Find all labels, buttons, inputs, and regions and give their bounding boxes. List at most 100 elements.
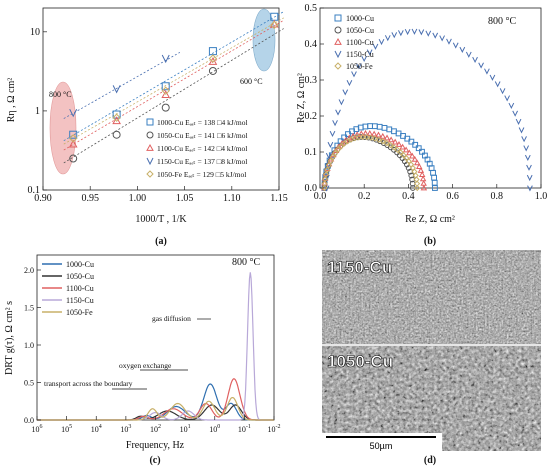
arc-point — [411, 155, 419, 162]
legend-label: 1150-Cu — [66, 296, 94, 305]
arc-point — [494, 81, 501, 88]
arc-point — [346, 80, 353, 87]
legend-label: 1000-Cu Eₐₑₜ = 138 □4 kJ/mol — [157, 118, 248, 127]
micrograph-top-texture — [322, 250, 541, 344]
legend-marker — [146, 170, 154, 178]
data-point — [208, 57, 218, 65]
arc-point — [414, 184, 421, 192]
arc-point — [341, 140, 348, 147]
arc-point — [404, 135, 411, 142]
arc-point — [515, 118, 522, 125]
panel-label-b: (b) — [424, 236, 436, 247]
arc-point — [337, 143, 345, 150]
fit-line-1 — [63, 28, 284, 164]
arc-point — [363, 133, 370, 141]
arc-point — [321, 180, 328, 187]
arc-point — [521, 136, 527, 143]
arc-point — [366, 130, 374, 136]
arc-point — [402, 146, 410, 153]
x-tick-label: 10-2 — [268, 424, 281, 434]
annotation-600c: 600 °C — [240, 77, 263, 86]
arc-point — [376, 123, 383, 130]
arc-point — [406, 149, 413, 156]
arc-point — [367, 134, 374, 141]
legend-label: 1050-Fe Eₐₑₜ = 129 □5 kJ/mol — [157, 170, 246, 179]
arc-point — [527, 185, 533, 192]
data-point — [161, 90, 171, 99]
annotation-800c: 800 °C — [488, 16, 516, 27]
arc-point — [417, 167, 425, 173]
arc-point — [362, 123, 369, 130]
arc-point — [512, 110, 518, 117]
data-point — [208, 66, 217, 75]
arc-point — [398, 30, 404, 37]
x-tick-label: 0.95 — [81, 193, 99, 204]
x-tick-label: 0.4 — [402, 191, 415, 202]
arc-point — [432, 185, 438, 191]
legend-label: 1100-Cu Eₐₑₜ = 142 □4 kJ/mol — [157, 144, 247, 153]
x-tick-label: 0.0 — [314, 191, 327, 202]
arc-point — [335, 109, 341, 116]
arc-point — [329, 130, 336, 138]
arc-point — [370, 130, 378, 137]
data-point — [161, 103, 170, 112]
legend-label: 1000-Cu — [66, 260, 94, 269]
panel-b-nyquist: 0.0 0.2 0.4 0.6 0.8 1.0 0.0 0.1 0.2 0.3 0.4 0.5 800… — [296, 3, 547, 247]
arc-point — [351, 71, 357, 78]
highlight-800c-ellipse — [49, 81, 77, 175]
arc-point — [325, 162, 332, 169]
arc-point — [394, 146, 401, 153]
arc-point — [391, 138, 399, 145]
x-tick-label: 106 — [32, 424, 43, 434]
y-axis-label: DRT g(τ), Ω cm² s — [4, 301, 15, 375]
data-point — [69, 108, 78, 118]
arc-point — [430, 169, 436, 176]
legend-marker — [146, 118, 154, 126]
arc-point — [395, 141, 403, 147]
arc-point — [452, 42, 459, 49]
arc-point — [446, 38, 452, 45]
annotation-800c: 800 °C — [49, 90, 72, 99]
arc-point — [459, 46, 466, 54]
data-point — [69, 134, 78, 143]
x-tick-label: 0.8 — [491, 191, 504, 202]
data-point — [112, 113, 121, 122]
arc-point — [327, 141, 334, 149]
arc-point — [321, 184, 328, 192]
fit-line-2 — [63, 19, 284, 151]
y-tick-label: 10 — [30, 27, 40, 38]
arc-point — [484, 68, 490, 75]
legend-marker — [334, 62, 342, 70]
x-tick-label: 0.6 — [446, 191, 459, 202]
x-tick-label: 101 — [180, 424, 191, 434]
legend-label: 1050-Fe — [346, 62, 373, 71]
legend-marker — [146, 143, 154, 151]
arc-point — [465, 51, 472, 58]
legend-label: 1050-Cu Eₐₑₜ = 141 □6 kJ/mol — [157, 131, 248, 140]
arc-point — [391, 128, 397, 135]
data-point — [208, 54, 218, 63]
arc-point — [324, 166, 331, 173]
y-axis-label: Re Z, Ω cm² — [296, 73, 307, 123]
legend-marker — [334, 50, 342, 59]
arc-point — [400, 152, 407, 159]
arc-point — [329, 153, 336, 161]
micrograph-label-top: 1150-Cu — [327, 258, 392, 277]
arc-point — [323, 185, 330, 192]
arc-point — [413, 159, 421, 166]
arc-point — [499, 88, 506, 95]
arc-point — [419, 148, 425, 155]
x-tick-label: 0.2 — [358, 191, 371, 202]
arc-point — [415, 145, 422, 152]
legend-label: 1100-Cu — [66, 284, 94, 293]
y-tick-label: 0.0 — [24, 416, 34, 425]
x-tick-label: 1.0 — [535, 191, 548, 202]
arc-point — [425, 30, 432, 37]
panel-c-drt: 106 105 104 103 102 101 100 10-1 10-2 0.0 0.5 1.0 1.… — [4, 254, 281, 466]
y-tick-label: 0.5 — [24, 379, 34, 388]
legend-label: 1100-Cu — [346, 38, 374, 47]
arc-point — [356, 63, 362, 70]
panel-b-frame — [319, 7, 542, 189]
arc-point — [367, 123, 373, 129]
